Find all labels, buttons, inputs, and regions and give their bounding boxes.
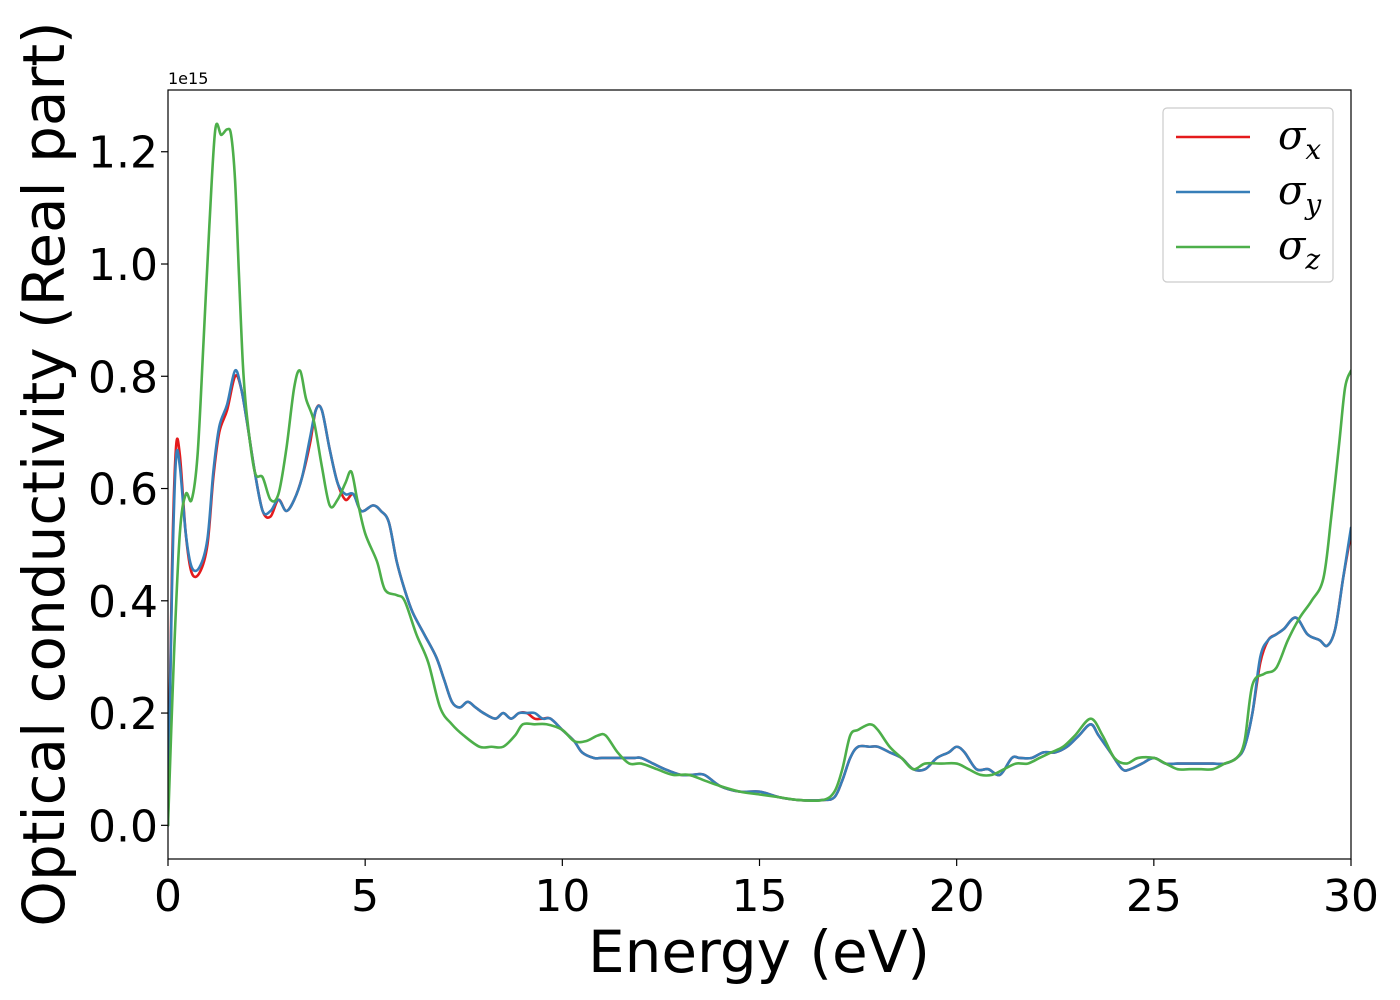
y-axis: 0.0 0.2 0.4 0.6 0.8 1.0 1.2 xyxy=(88,128,168,852)
legend-symbol: σ xyxy=(1278,168,1307,214)
y-offset-text: 1e15 xyxy=(168,69,208,88)
legend-symbol: σ xyxy=(1278,113,1307,159)
legend-subscript: x xyxy=(1305,133,1321,166)
series-line-x xyxy=(168,374,1351,827)
legend-label-x: σx xyxy=(1278,113,1321,166)
x-tick-label: 15 xyxy=(732,871,788,922)
legend-frame xyxy=(1162,107,1334,283)
x-tick-label: 10 xyxy=(534,871,590,922)
y-tick-label: 1.2 xyxy=(88,128,158,179)
x-tick-label: 5 xyxy=(351,871,379,922)
series-layer xyxy=(168,122,1351,827)
y-tick-label: 1.0 xyxy=(88,240,158,291)
series-line-y xyxy=(168,368,1351,827)
y-tick-label: 0.4 xyxy=(88,577,158,628)
y-tick-label: 0.6 xyxy=(88,465,158,516)
series-line-z xyxy=(168,122,1351,827)
legend-symbol: σ xyxy=(1278,223,1307,269)
y-tick-label: 0.0 xyxy=(88,801,158,852)
legend-subscript: z xyxy=(1304,243,1320,276)
legend-label-z: σz xyxy=(1278,223,1320,276)
x-axis: 0 5 10 15 20 25 30 xyxy=(154,859,1379,922)
legend-subscript: y xyxy=(1303,188,1322,221)
y-axis-title: Optical conductivity (Real part) xyxy=(10,21,78,926)
x-axis-title: Energy (eV) xyxy=(588,918,930,986)
x-tick-label: 30 xyxy=(1323,871,1379,922)
x-tick-label: 25 xyxy=(1126,871,1182,922)
x-tick-label: 0 xyxy=(154,871,182,922)
x-tick-label: 20 xyxy=(929,871,985,922)
y-tick-label: 0.8 xyxy=(88,352,158,403)
y-tick-label: 0.2 xyxy=(88,689,158,740)
legend-label-y: σy xyxy=(1278,168,1322,221)
